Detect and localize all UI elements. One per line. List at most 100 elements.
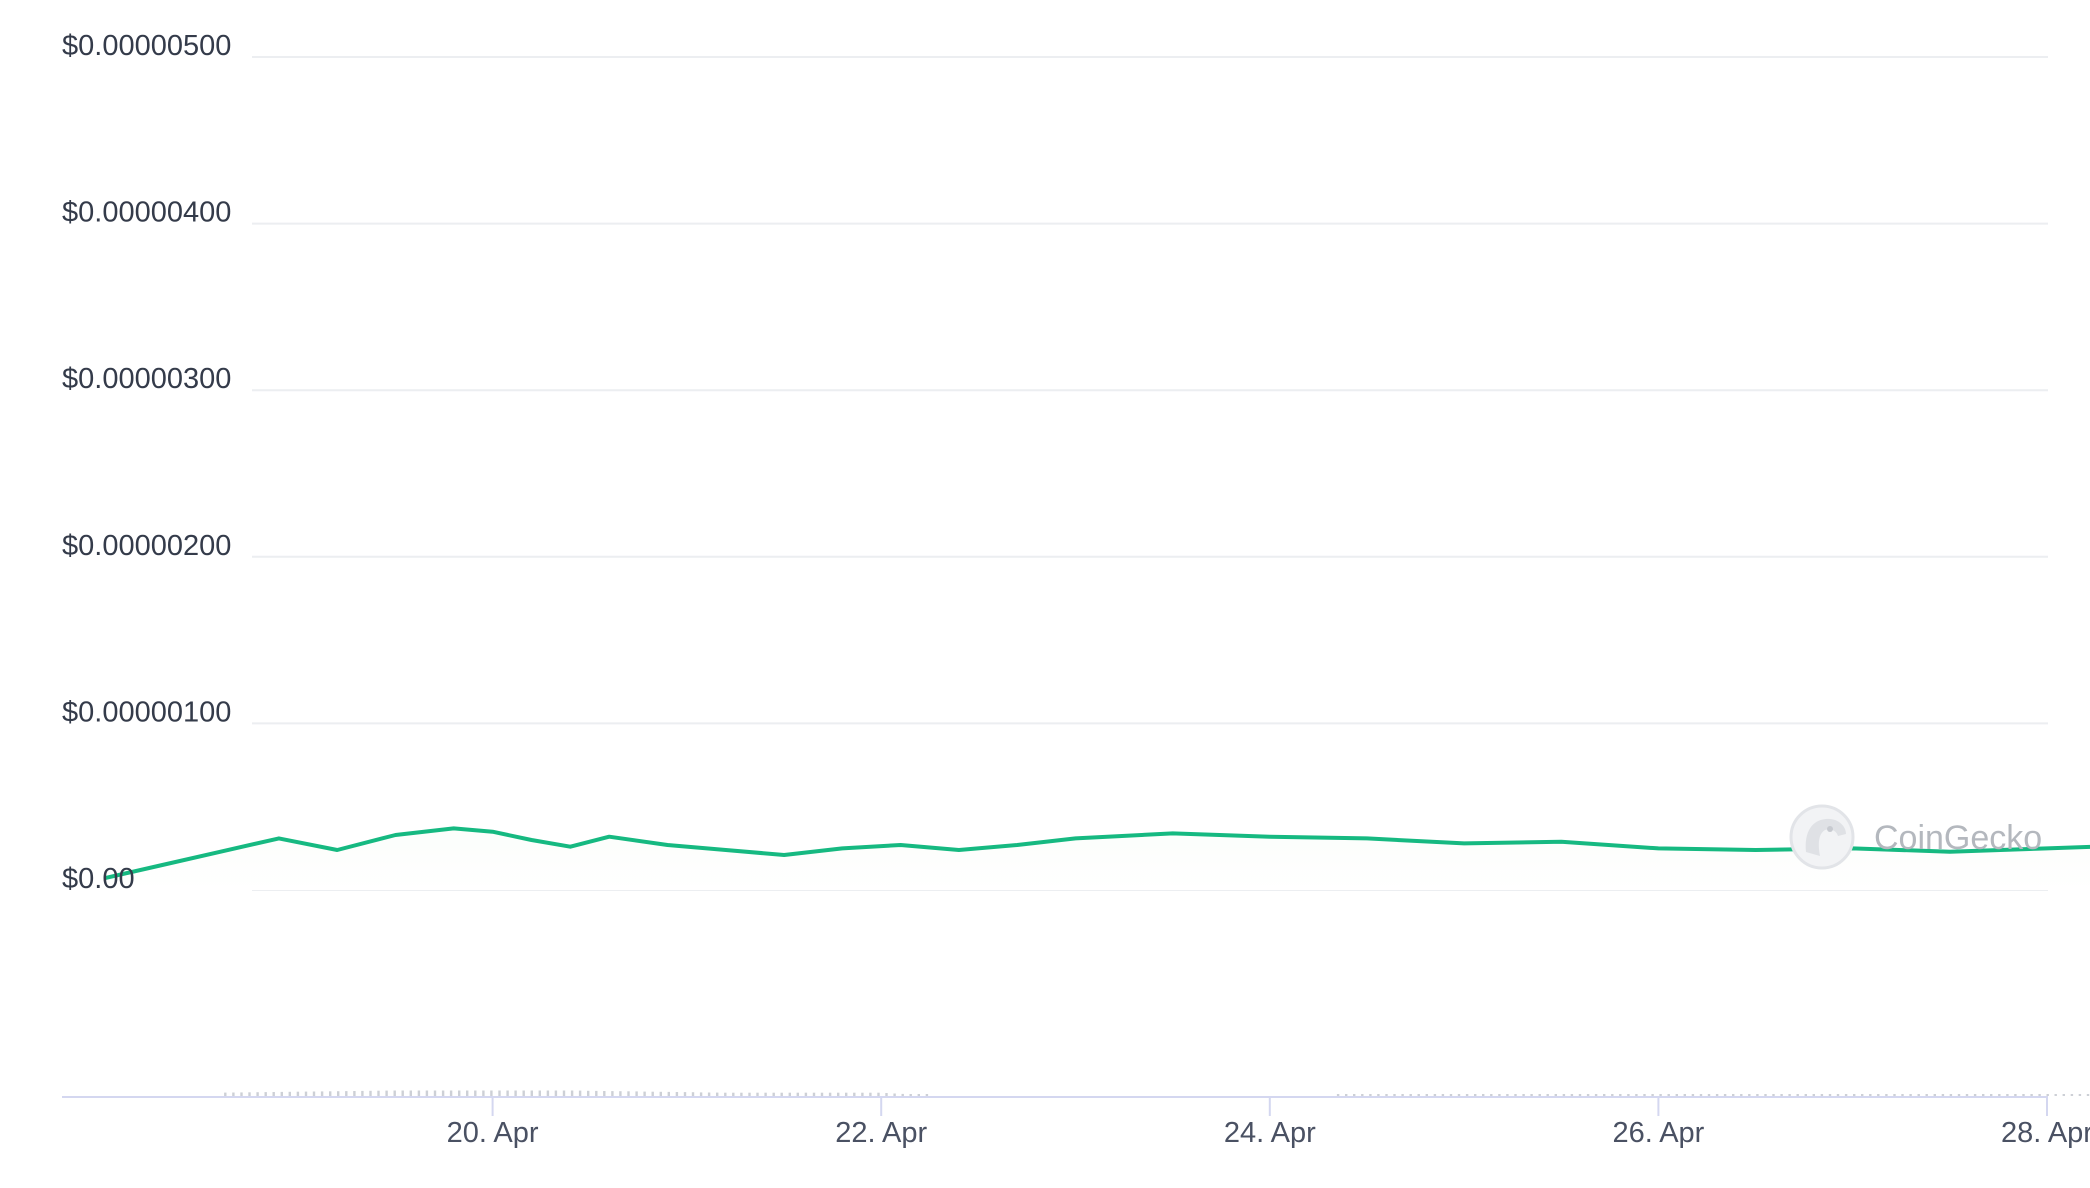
volume-bar	[780, 1092, 783, 1096]
volume-bar	[845, 1092, 848, 1096]
volume-bar	[1941, 1094, 1945, 1096]
volume-bar	[1651, 1094, 1654, 1096]
volume-bar	[337, 1091, 340, 1096]
gecko-logo-icon	[1789, 804, 1855, 870]
volume-bar	[1562, 1094, 1566, 1096]
volume-bar	[1377, 1094, 1380, 1096]
volume-bar	[1369, 1094, 1372, 1096]
volume-bar	[312, 1091, 316, 1096]
volume-bar	[643, 1091, 646, 1096]
volume-bar	[1417, 1094, 1420, 1096]
volume-bar	[1973, 1094, 1977, 1096]
volume-bar	[1836, 1094, 1840, 1096]
volume-bar	[1909, 1094, 1912, 1096]
volume-bar	[1441, 1094, 1445, 1096]
volume-bar	[707, 1092, 711, 1096]
volume-bar	[1522, 1094, 1525, 1096]
volume-bar	[361, 1090, 364, 1096]
volume-bar	[1627, 1094, 1630, 1096]
volume-bar	[1982, 1094, 1985, 1096]
gecko-head-icon	[1805, 818, 1846, 856]
volume-bar	[869, 1092, 872, 1096]
volume-bar	[1506, 1094, 1509, 1096]
volume-bar	[498, 1090, 501, 1096]
volume-bar	[345, 1091, 348, 1096]
volume-bar	[1933, 1094, 1936, 1096]
volume-bar	[1772, 1094, 1775, 1096]
volume-bar	[1498, 1094, 1501, 1096]
volume-bar	[724, 1092, 727, 1096]
volume-bar	[506, 1090, 509, 1096]
volume-bar	[441, 1090, 445, 1096]
volume-bar	[1796, 1094, 1799, 1096]
volume-bar	[764, 1092, 767, 1096]
volume-bar	[796, 1092, 799, 1096]
volume-bar	[353, 1091, 356, 1096]
volume-bar	[683, 1092, 687, 1096]
volume-bar	[377, 1090, 380, 1096]
volume-bar	[2030, 1094, 2033, 1096]
x-tick-label: 22. Apr	[835, 1117, 927, 1149]
volume-bar	[925, 1094, 929, 1096]
volume-bar	[611, 1091, 614, 1096]
volume-bar	[449, 1090, 453, 1096]
volume-bar	[562, 1090, 566, 1096]
volume-bar	[651, 1091, 654, 1096]
volume-bar	[1820, 1094, 1824, 1096]
volume-bar	[1828, 1094, 1832, 1096]
volume-bar	[578, 1090, 582, 1096]
volume-bar	[675, 1092, 679, 1096]
volume-bar	[2070, 1094, 2074, 1096]
volume-bar	[1691, 1094, 1695, 1096]
volume-bar	[740, 1092, 743, 1096]
volume-bar	[1667, 1094, 1670, 1096]
volume-bar	[2014, 1094, 2017, 1096]
y-tick-label: $0.00000400	[62, 197, 231, 229]
volume-bar	[804, 1092, 808, 1096]
volume-bar	[877, 1092, 880, 1096]
volume-bar	[732, 1092, 735, 1096]
volume-bar	[248, 1092, 251, 1096]
volume-bar	[1812, 1094, 1815, 1096]
volume-bar	[853, 1092, 856, 1096]
volume-bar	[458, 1090, 461, 1096]
price-line	[103, 826, 2090, 881]
volume-bar	[1804, 1094, 1807, 1096]
volume-bar	[837, 1092, 840, 1096]
volume-bar	[433, 1090, 437, 1096]
volume-bar	[619, 1091, 622, 1096]
price-area	[104, 828, 2090, 890]
volume-bar	[232, 1092, 235, 1096]
volume-bar	[1885, 1094, 1888, 1096]
x-tick-label: 24. Apr	[1224, 1117, 1316, 1149]
volume-bar	[1957, 1094, 1961, 1096]
volume-bars	[224, 1090, 2090, 1096]
volume-bar	[1482, 1094, 1485, 1096]
volume-bar	[1611, 1094, 1614, 1096]
y-tick-label: $0.00000500	[62, 30, 231, 62]
volume-bar	[280, 1091, 283, 1096]
volume-bar	[1465, 1094, 1469, 1096]
volume-bar	[1869, 1094, 1872, 1096]
volume-bar	[1861, 1094, 1864, 1096]
volume-bar	[1998, 1094, 2001, 1096]
volume-bar	[1780, 1094, 1783, 1096]
volume-bar	[1715, 1094, 1719, 1096]
volume-bar	[828, 1092, 832, 1096]
volume-bar	[2022, 1094, 2025, 1096]
volume-bar	[2078, 1094, 2082, 1096]
volume-bar	[264, 1092, 267, 1096]
volume-bar	[272, 1092, 275, 1096]
volume-bar	[2006, 1094, 2009, 1096]
gecko-eye-icon	[1827, 826, 1833, 832]
coingecko-watermark: CoinGecko	[1789, 804, 2042, 870]
volume-bar	[1433, 1094, 1437, 1096]
volume-bar	[595, 1090, 598, 1096]
watermark-text: CoinGecko	[1874, 819, 2042, 857]
volume-bar	[490, 1090, 493, 1096]
volume-bar	[1659, 1094, 1662, 1096]
volume-bar	[667, 1091, 670, 1096]
volume-bar	[1457, 1094, 1461, 1096]
